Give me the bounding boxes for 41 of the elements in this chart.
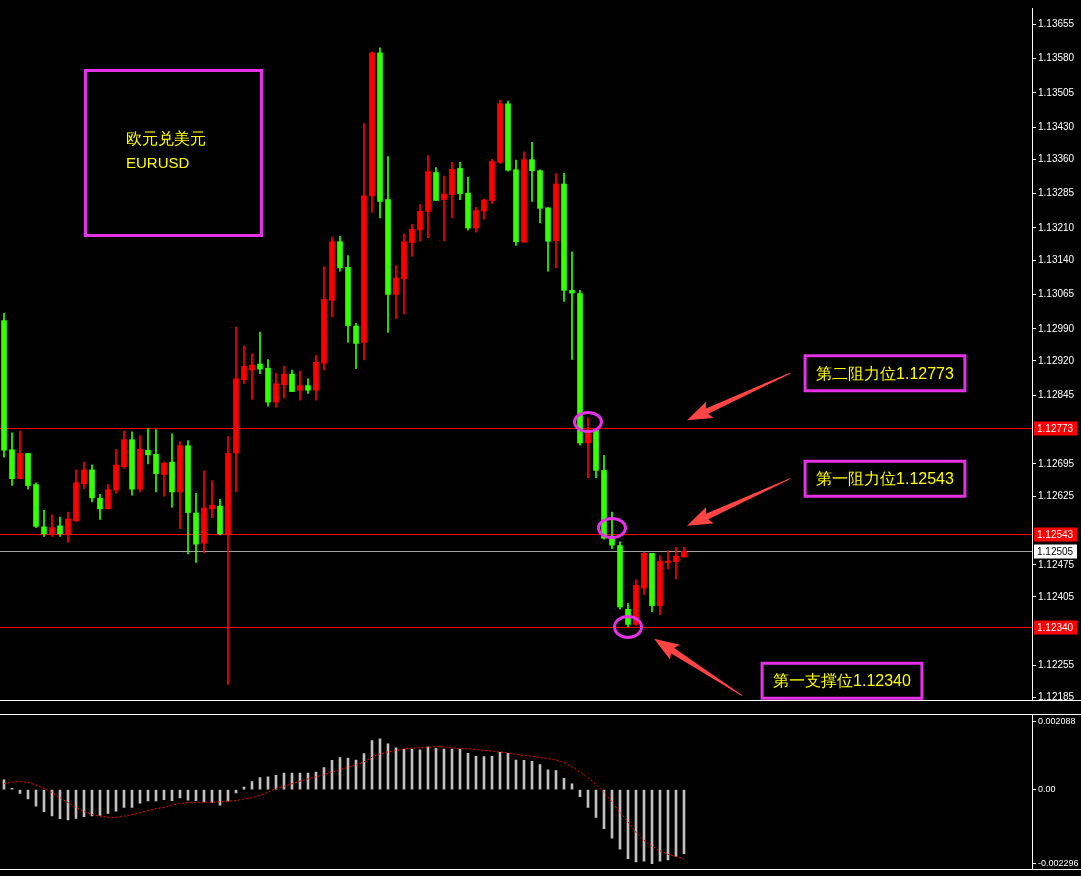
candlestick <box>257 331 263 375</box>
candlestick <box>297 370 303 401</box>
y-tick-label: 1.12185 <box>1038 691 1075 703</box>
y-tick-label: 1.13210 <box>1038 221 1075 233</box>
candlestick <box>249 353 255 400</box>
candlestick <box>529 141 535 202</box>
y-tick-label: 1.12625 <box>1038 489 1075 501</box>
candlestick <box>145 428 151 465</box>
y-tick-label: 1.13285 <box>1038 187 1075 199</box>
candlestick <box>569 251 575 360</box>
text: EURUSD <box>126 154 190 172</box>
annotation: 第二阻力位1.12773 <box>816 364 955 382</box>
y-tick-label: 1.12695 <box>1038 457 1075 469</box>
ref-line-label: 1.12340 <box>1037 621 1074 633</box>
y-tick-label: 1.12255 <box>1038 659 1075 671</box>
y-tick-label: 1.13430 <box>1038 120 1075 132</box>
y-tick-label: 1.13360 <box>1038 152 1075 164</box>
ref-line-label: 1.12543 <box>1037 528 1074 540</box>
candlestick <box>673 547 679 580</box>
candlestick <box>665 550 671 570</box>
line-series <box>3 745 685 860</box>
candlestick <box>209 480 215 518</box>
candlestick <box>441 175 447 242</box>
annotation: 第一阻力位1.12543 <box>816 470 955 488</box>
y-tick-label: 1.13655 <box>1038 17 1075 29</box>
y-tick-label: 1.12845 <box>1038 389 1075 400</box>
ref-line-label: 1.12505 <box>1037 545 1074 557</box>
y-tick-label: 1.13065 <box>1038 288 1075 300</box>
y-tick-label: 1.13505 <box>1038 86 1075 98</box>
y-tick-label: 1.12990 <box>1038 322 1075 334</box>
y-tick-label: 1.13580 <box>1038 52 1075 64</box>
ref-line-label: 1.12773 <box>1037 422 1074 434</box>
y-tick-label: 1.12475 <box>1038 558 1075 570</box>
text: 欧元兑美元 <box>126 130 206 148</box>
y-tick-label: -0.002296 <box>1038 858 1079 869</box>
annotation: 第一支撑位1.12340 <box>773 672 912 690</box>
y-tick-label: 0.00 <box>1038 784 1056 795</box>
y-tick-label: 0.002088 <box>1038 716 1076 727</box>
y-tick-label: 1.12405 <box>1038 590 1075 602</box>
y-tick-label: 1.13140 <box>1038 253 1075 265</box>
y-tick-label: 1.12920 <box>1038 354 1075 366</box>
